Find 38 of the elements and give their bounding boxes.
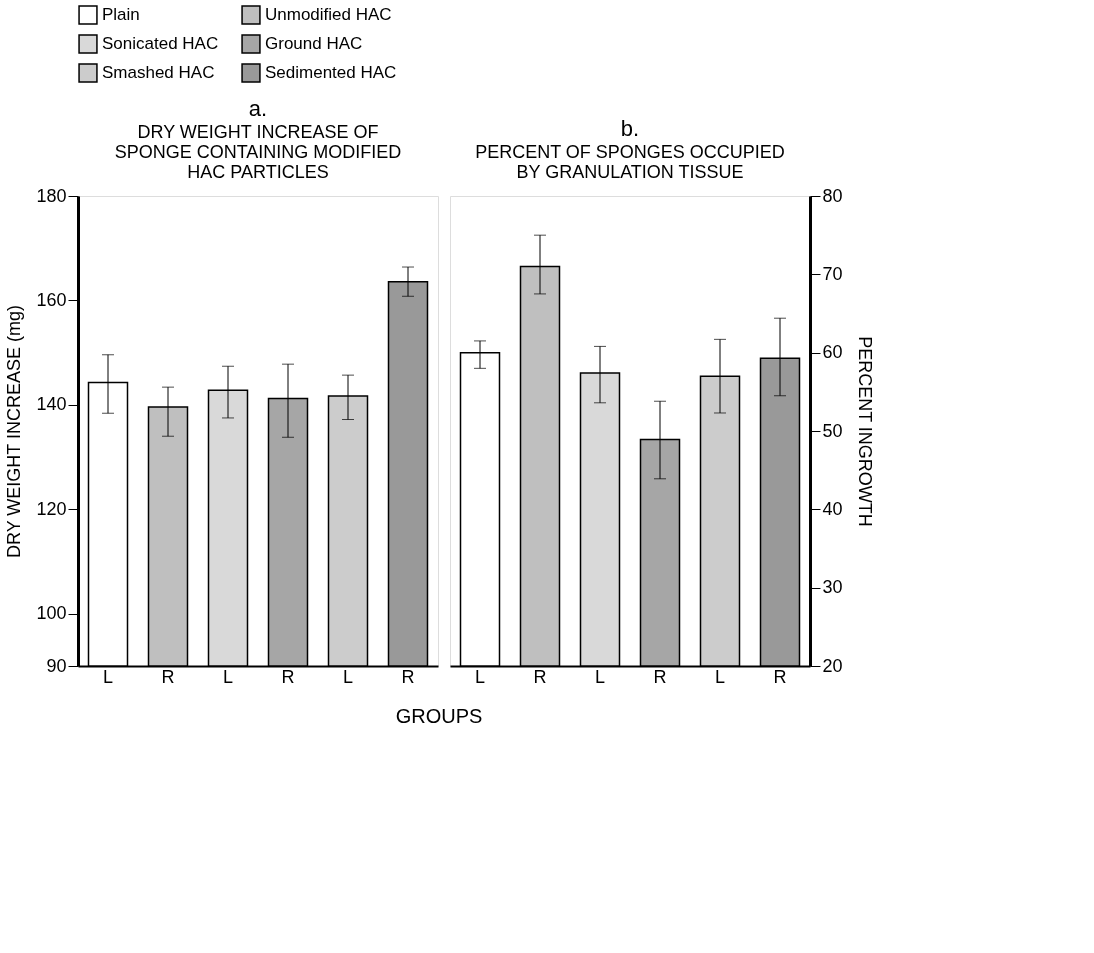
y-tick-label: 180 xyxy=(36,185,67,206)
x-tick-label: L xyxy=(714,666,726,687)
x-tick-label: L xyxy=(342,666,354,687)
chart-title: b. xyxy=(620,116,640,141)
y2-tick-label: 80 xyxy=(822,185,843,206)
x-tick-label: R xyxy=(281,666,295,687)
x-tick-label: L xyxy=(222,666,234,687)
x-axis-title: GROUPS xyxy=(395,704,483,727)
y2-tick-label: 30 xyxy=(822,577,843,598)
y-tick-label: 100 xyxy=(36,603,67,624)
x-tick-label: R xyxy=(161,666,175,687)
legend-label: Plain xyxy=(102,5,140,25)
y2-axis-title: PERCENT INGROWTH xyxy=(854,336,875,527)
x-tick-label: L xyxy=(474,666,486,687)
x-tick-label: L xyxy=(594,666,606,687)
x-tick-label: R xyxy=(773,666,787,687)
y-tick-label: 140 xyxy=(36,394,67,415)
y2-tick-label: 70 xyxy=(822,263,843,284)
legend-label: Sonicated HAC xyxy=(102,34,219,53)
x-tick-label: R xyxy=(401,666,415,687)
legend-label: Sedimented HAC xyxy=(265,63,397,82)
x-tick-label: L xyxy=(102,666,114,687)
y2-tick-label: 20 xyxy=(822,655,843,676)
chart-subtitle: PERCENT OF SPONGES OCCUPIED BY GRANULATION TISSUE xyxy=(475,142,785,182)
y2-tick-label: 60 xyxy=(822,342,843,363)
legend-label: Unmodified HAC xyxy=(265,5,392,25)
chart-subtitle: DRY WEIGHT INCREASE OF SPONGE CONTAINING MODIFIED HAC PARTICLES xyxy=(114,122,402,182)
y-tick-label: 90 xyxy=(46,655,67,676)
y2-tick-label: 40 xyxy=(822,498,843,519)
y-tick-label: 120 xyxy=(36,498,67,519)
x-tick-label: R xyxy=(533,666,547,687)
legend-label: Ground HAC xyxy=(265,34,363,53)
y2-tick-label: 50 xyxy=(822,420,843,441)
chart-title: a. xyxy=(248,96,268,121)
legend-label: Smashed HAC xyxy=(102,63,215,82)
x-tick-label: R xyxy=(653,666,667,687)
y-axis-title: DRY WEIGHT INCREASE (mg) xyxy=(4,304,25,559)
y-tick-label: 160 xyxy=(36,289,67,310)
